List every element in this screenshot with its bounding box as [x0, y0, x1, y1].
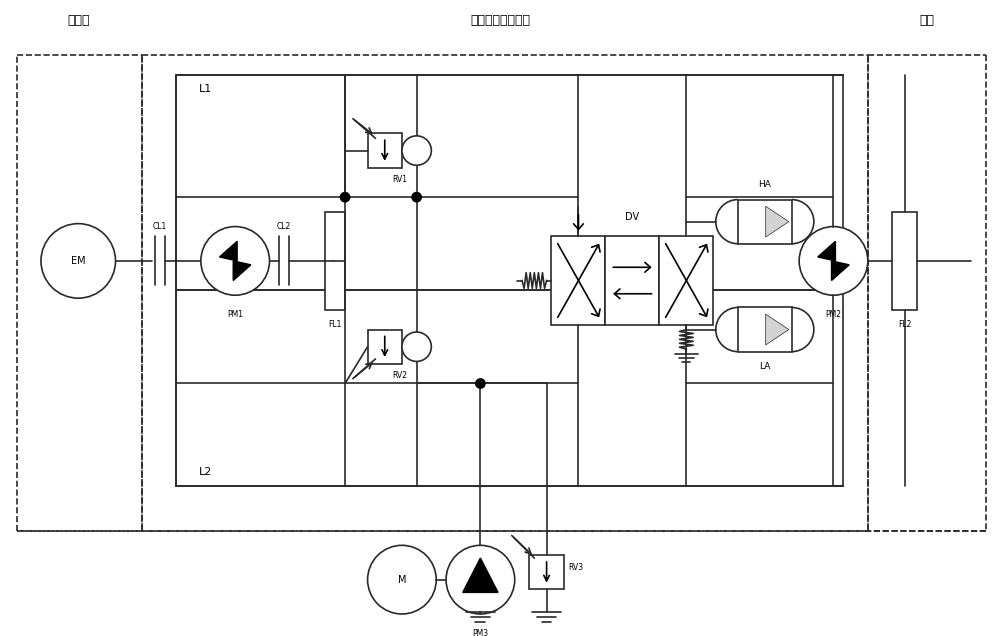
Text: DV: DV: [625, 212, 639, 222]
Text: 动力源: 动力源: [67, 14, 89, 27]
Text: M: M: [398, 575, 406, 584]
Bar: [738, 200, 792, 244]
Text: 机液混合驱动系统: 机液混合驱动系统: [470, 14, 530, 27]
Text: HA: HA: [758, 181, 771, 190]
Bar: [892, 212, 917, 310]
Polygon shape: [219, 241, 237, 261]
Text: PM3: PM3: [472, 629, 488, 636]
Text: CL1: CL1: [153, 222, 167, 231]
Bar: [176, 290, 843, 487]
Polygon shape: [818, 241, 835, 261]
Circle shape: [799, 226, 868, 295]
Text: RV3: RV3: [568, 563, 583, 572]
Bar: [176, 74, 843, 290]
Bar: [551, 237, 605, 324]
Text: FL1: FL1: [329, 320, 342, 329]
Circle shape: [41, 224, 116, 298]
Circle shape: [368, 545, 436, 614]
Circle shape: [446, 545, 515, 614]
Text: CL2: CL2: [277, 222, 291, 231]
Polygon shape: [766, 314, 789, 345]
Circle shape: [340, 191, 350, 202]
Text: LA: LA: [759, 362, 771, 371]
Bar: [659, 237, 713, 324]
Polygon shape: [463, 558, 498, 592]
Text: RV1: RV1: [392, 175, 407, 184]
Circle shape: [201, 226, 270, 295]
Text: RV2: RV2: [392, 371, 407, 380]
Text: L1: L1: [199, 84, 212, 94]
Text: PM2: PM2: [825, 310, 841, 319]
Bar: [368, 134, 402, 168]
Polygon shape: [766, 206, 789, 237]
Bar: [325, 212, 345, 310]
Polygon shape: [832, 261, 849, 280]
Circle shape: [402, 136, 431, 165]
Bar: [738, 307, 792, 352]
Bar: [368, 329, 402, 364]
Text: 负载: 负载: [919, 14, 934, 27]
Bar: [529, 555, 564, 590]
Bar: [605, 237, 659, 324]
Text: FL2: FL2: [898, 320, 911, 329]
Circle shape: [402, 332, 431, 361]
Polygon shape: [233, 261, 251, 280]
Text: PM1: PM1: [227, 310, 243, 319]
Circle shape: [475, 378, 486, 389]
Circle shape: [411, 191, 422, 202]
Text: L2: L2: [199, 467, 212, 477]
Text: EM: EM: [71, 256, 86, 266]
